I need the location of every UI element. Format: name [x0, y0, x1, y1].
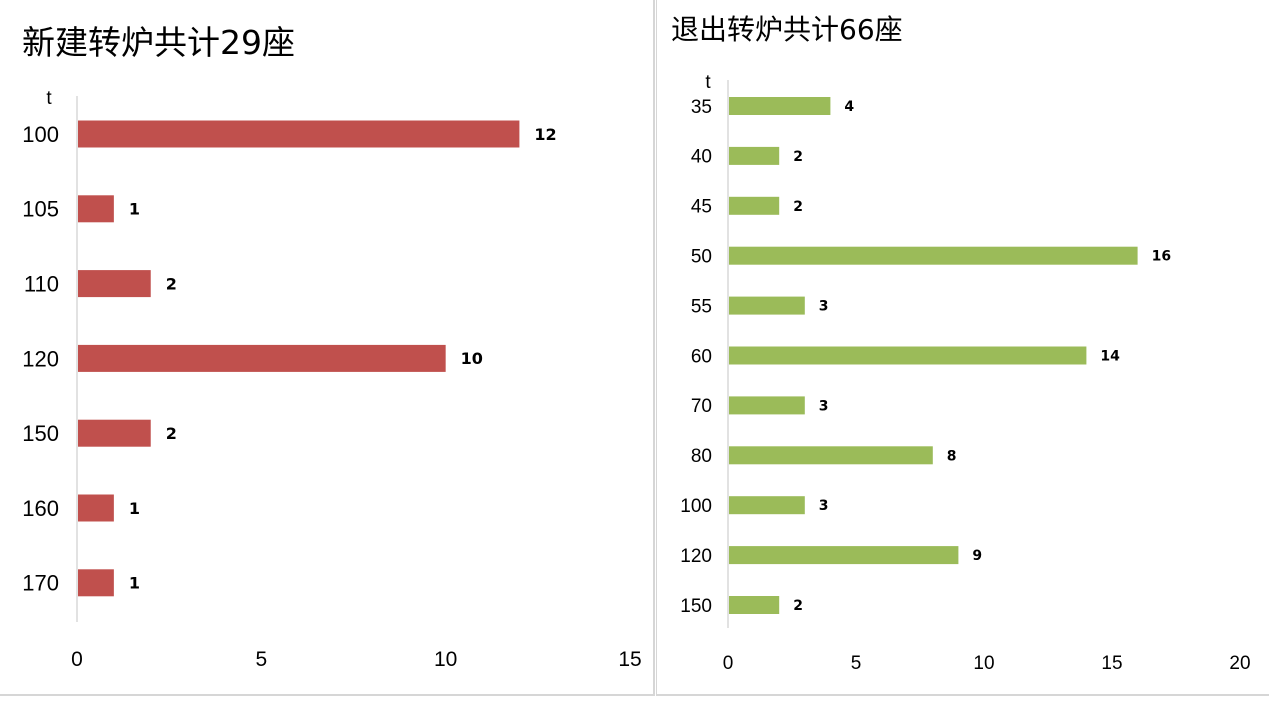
x-tick-label: 15 — [618, 648, 641, 671]
bar — [729, 596, 780, 614]
bar — [78, 120, 520, 148]
y-axis-unit-label: t — [46, 88, 52, 109]
category-label: 120 — [680, 546, 712, 567]
category-label: 55 — [691, 296, 712, 317]
data-label: 8 — [947, 448, 957, 464]
data-label: 9 — [972, 548, 982, 564]
category-label: 100 — [680, 496, 712, 517]
x-tick-label: 20 — [1229, 653, 1250, 674]
category-label: 50 — [691, 247, 712, 268]
data-label: 12 — [534, 125, 556, 144]
bar — [729, 446, 933, 465]
data-label: 3 — [819, 299, 829, 315]
category-label: 100 — [22, 122, 59, 147]
category-label: 160 — [22, 496, 59, 521]
chart-title: 退出转炉共计66座 — [671, 13, 903, 46]
x-tick-label: 10 — [434, 648, 457, 671]
bar — [78, 419, 151, 447]
data-label: 1 — [129, 499, 140, 518]
bar — [78, 270, 151, 298]
new-converters-chart-panel: 新建转炉共计29座 t 100 105 110 120 150 160 170 12 1 2 10… — [0, 0, 655, 696]
bar — [729, 496, 805, 515]
category-label: 70 — [691, 396, 712, 417]
y-axis-unit-label: t — [705, 72, 711, 93]
category-label: 105 — [22, 197, 59, 222]
category-label: 150 — [22, 421, 59, 446]
category-label: 110 — [24, 272, 59, 297]
x-tick-label: 0 — [71, 648, 83, 671]
chart-title: 新建转炉共计29座 — [22, 23, 295, 62]
bar — [729, 296, 805, 315]
bar — [729, 396, 805, 415]
bar — [78, 569, 114, 597]
data-label: 4 — [844, 99, 854, 115]
x-tick-label: 10 — [973, 653, 994, 674]
bar — [729, 246, 1138, 265]
category-labels: 100 105 110 120 150 160 170 — [22, 122, 59, 596]
x-tick-labels: 0 5 10 15 — [71, 648, 642, 671]
data-label: 10 — [461, 349, 483, 368]
x-tick-label: 0 — [723, 653, 734, 674]
data-label: 2 — [166, 274, 177, 293]
bar — [729, 346, 1087, 365]
data-label: 3 — [819, 398, 829, 414]
category-label: 120 — [22, 346, 59, 371]
category-label: 150 — [680, 596, 712, 617]
bar — [78, 344, 446, 372]
x-tick-label: 15 — [1101, 653, 1122, 674]
bar — [729, 146, 780, 165]
x-tick-label: 5 — [851, 653, 862, 674]
category-label: 35 — [691, 97, 712, 118]
bar — [729, 546, 959, 565]
category-label: 170 — [22, 571, 59, 596]
data-labels: 4 2 2 16 3 14 3 8 3 9 2 — [793, 99, 1171, 614]
bar — [729, 196, 780, 215]
category-label: 80 — [691, 446, 712, 467]
data-label: 1 — [129, 574, 140, 593]
bar — [78, 195, 114, 223]
x-tick-labels: 0 5 10 15 20 — [723, 653, 1251, 674]
data-label: 2 — [166, 424, 177, 443]
data-label: 14 — [1100, 349, 1120, 365]
category-label: 60 — [691, 346, 712, 367]
data-label: 2 — [793, 598, 803, 614]
category-labels: 35 40 45 50 55 60 70 80 100 120 150 — [680, 97, 712, 617]
bar — [729, 97, 831, 115]
data-label: 1 — [129, 200, 140, 219]
bars-group — [78, 120, 520, 597]
category-label: 45 — [691, 197, 712, 218]
data-label: 2 — [793, 149, 803, 165]
data-label: 3 — [819, 498, 829, 514]
x-tick-label: 5 — [255, 648, 267, 671]
category-label: 40 — [691, 147, 712, 168]
bar — [78, 494, 114, 522]
data-label: 16 — [1152, 249, 1171, 265]
data-label: 2 — [793, 199, 803, 215]
bars-group — [729, 97, 1138, 614]
